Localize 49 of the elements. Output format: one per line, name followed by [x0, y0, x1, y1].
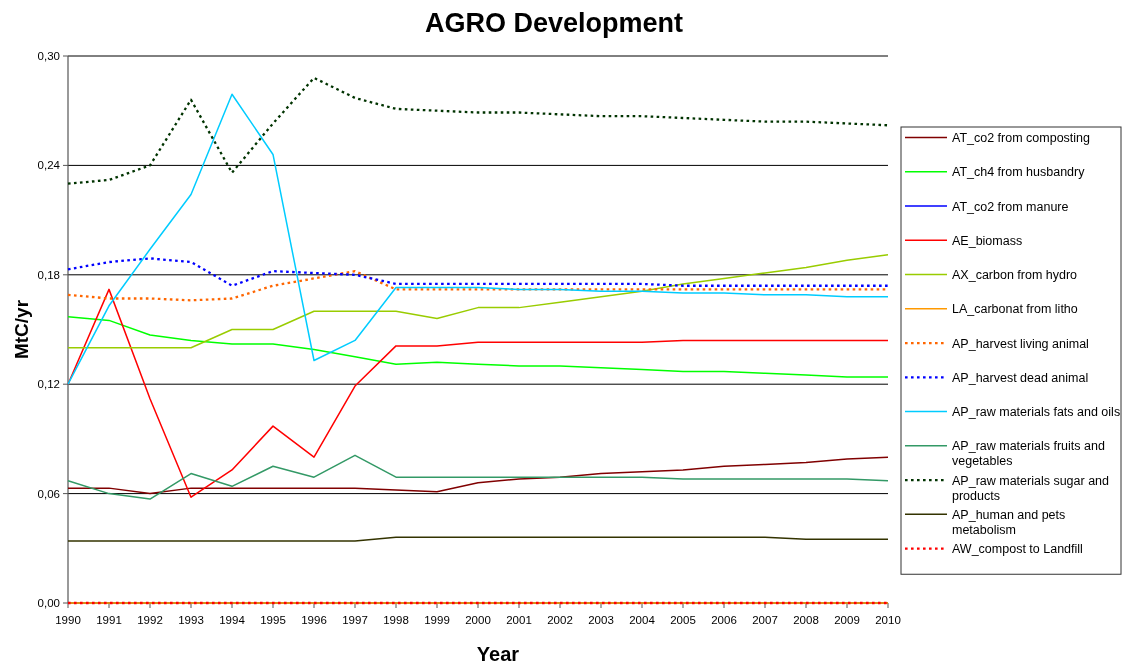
x-tick-label: 1990 [55, 614, 81, 626]
legend-label: AT_ch4 from husbandry [952, 165, 1086, 180]
x-tick-label: 1996 [301, 614, 327, 626]
x-tick-label: 2010 [875, 614, 901, 626]
legend-label: AP_human and pets metabolism [952, 507, 1066, 537]
x-axis-title: Year [476, 643, 520, 665]
legend-label: LA_carbonat from litho [952, 302, 1078, 317]
y-axis-title: MtC/yr [11, 299, 32, 360]
x-tick-label: 1998 [383, 614, 409, 626]
x-tick-label: 1995 [260, 614, 286, 626]
x-tick-label: 1992 [137, 614, 163, 626]
line-series [67, 315, 889, 378]
legend-label: AT_co2 from composting [952, 131, 1091, 146]
x-tick-label: 1993 [178, 614, 204, 626]
line-series [67, 253, 889, 349]
legend-label: AP_raw materials fruits and vegetables [952, 439, 1105, 469]
legend-label: AP_raw materials sugar and products [952, 473, 1110, 503]
x-tick-label: 2002 [547, 614, 573, 626]
line-series [67, 288, 889, 498]
x-tick-label: 2003 [588, 614, 614, 626]
x-tick-label: 2007 [752, 614, 778, 626]
x-tick-label: 2004 [629, 614, 656, 626]
line-series [67, 93, 889, 385]
chart-title: AGRO Development [424, 8, 684, 38]
x-tick-label: 2006 [711, 614, 737, 626]
y-tick-label: 0,24 [37, 159, 61, 172]
x-tick-label: 2000 [465, 614, 491, 626]
y-tick-label: 0,06 [37, 487, 60, 500]
legend-label: AE_biomass [952, 233, 1023, 248]
x-tick-label: 2001 [506, 614, 532, 626]
legend-label: AP_raw materials fats and oils [952, 405, 1121, 420]
y-tick-label: 0,12 [37, 378, 60, 391]
x-tick-label: 1997 [342, 614, 368, 626]
legend-label: AP_harvest living animal [952, 336, 1089, 351]
line-series [66, 257, 890, 287]
line-series [66, 76, 890, 185]
x-tick-label: 1999 [424, 614, 450, 626]
legend-label: AX_carbon from hydro [952, 268, 1078, 283]
x-tick-label: 2009 [834, 614, 860, 626]
x-tick-label: 2008 [793, 614, 819, 626]
x-tick-label: 1994 [219, 614, 246, 626]
x-tick-label: 1991 [96, 614, 122, 626]
y-tick-label: 0,00 [37, 597, 60, 609]
y-tick-label: 0,18 [37, 268, 60, 281]
x-tick-label: 2005 [670, 614, 696, 626]
legend-label: AP_harvest dead animal [952, 370, 1089, 385]
legend-label: AW_compost to Landfill [952, 542, 1083, 557]
legend-label: AT_co2 from manure [952, 199, 1069, 214]
y-tick-label: 0,30 [37, 50, 60, 62]
